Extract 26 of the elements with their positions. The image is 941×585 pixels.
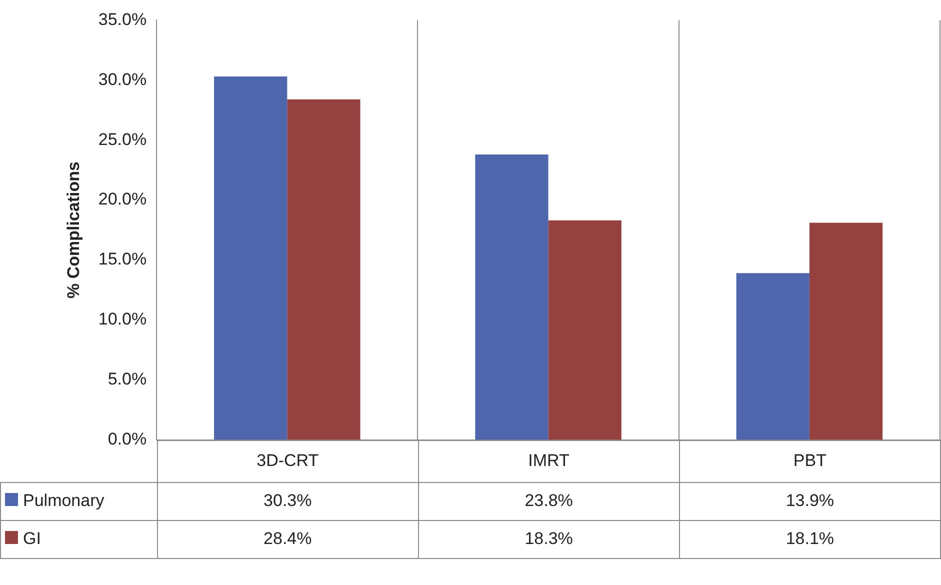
data-label: 30.3% bbox=[156, 482, 419, 521]
bar bbox=[475, 154, 548, 440]
bar bbox=[548, 220, 622, 440]
data-label: 18.1% bbox=[678, 520, 941, 559]
y-tick-label: 20.0% bbox=[98, 190, 147, 209]
x-tick-label: IMRT bbox=[418, 440, 680, 483]
data-label: 13.9% bbox=[678, 482, 941, 521]
legend-label: Pulmonary bbox=[22, 491, 104, 512]
bar bbox=[287, 99, 360, 440]
y-tick-label: 10.0% bbox=[98, 310, 147, 329]
y-tick-label: 0.0% bbox=[108, 429, 147, 448]
legend-label: GI bbox=[22, 529, 41, 550]
data-label: 28.4% bbox=[156, 520, 419, 559]
bar bbox=[809, 222, 883, 440]
x-tick-label: 3D-CRT bbox=[156, 440, 419, 483]
x-tick-label: PBT bbox=[678, 440, 941, 483]
data-label: 23.8% bbox=[418, 482, 680, 521]
y-tick-label: 15.0% bbox=[98, 250, 147, 269]
y-tick-label: 25.0% bbox=[98, 130, 147, 149]
y-tick-label: 35.0% bbox=[98, 10, 147, 29]
y-tick-label: 30.0% bbox=[98, 70, 147, 89]
y-tick-label: 5.0% bbox=[108, 370, 147, 389]
bar bbox=[736, 273, 810, 440]
y-axis-title: % Complications bbox=[64, 162, 83, 298]
bar bbox=[214, 76, 288, 440]
data-label: 18.3% bbox=[418, 520, 680, 559]
